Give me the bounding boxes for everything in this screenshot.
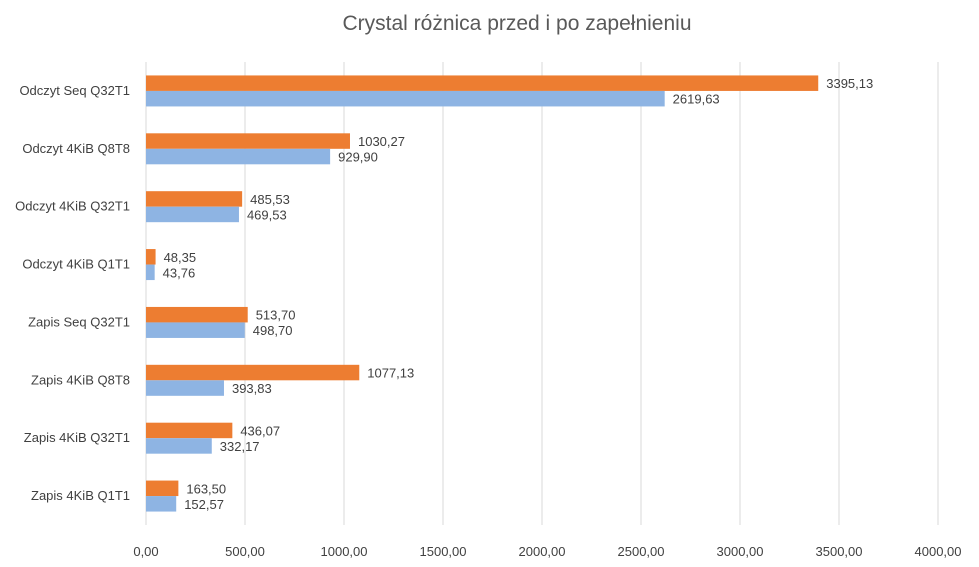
bar-series-1: [146, 480, 179, 497]
bar-series-2: [146, 148, 331, 165]
data-label: 1077,13: [367, 366, 414, 381]
x-tick-labels: 0,00 500,00 1000,00 1500,00 2000,00 2500,00 30…: [133, 544, 961, 559]
bar-series-1: [146, 306, 248, 323]
bar-series-2: [146, 380, 224, 396]
data-label: 485,53: [250, 192, 290, 207]
category-label: Zapis 4KiB Q8T8: [31, 372, 130, 387]
bar-series-1: [146, 191, 243, 207]
x-tick-label: 3500,00: [816, 544, 863, 559]
bar-series-1: [146, 75, 819, 91]
x-tick-label: 500,00: [225, 544, 265, 559]
category-label: Odczyt 4KiB Q32T1: [15, 199, 130, 214]
data-label: 436,07: [240, 423, 280, 438]
bar-series-1: [146, 364, 360, 381]
chart-title: Crystal różnica przed i po zapełnieniu: [342, 12, 691, 35]
bar-series-2: [146, 264, 155, 281]
category-label: Zapis 4KiB Q1T1: [31, 488, 130, 503]
bar-series-2: [146, 206, 239, 223]
data-label: 1030,27: [358, 134, 405, 149]
category-label: Zapis Seq Q32T1: [28, 314, 130, 329]
x-tick-label: 2000,00: [519, 544, 566, 559]
bar-series-2: [146, 90, 665, 107]
x-tick-label: 2500,00: [618, 544, 665, 559]
data-label: 2619,63: [673, 92, 720, 107]
bar-series-1: [146, 422, 233, 439]
category-label: Odczyt Seq Q32T1: [19, 83, 130, 98]
data-label: 48,35: [164, 250, 197, 265]
bar-series-2: [146, 322, 245, 338]
x-tick-label: 3000,00: [717, 544, 764, 559]
data-label: 163,50: [186, 481, 226, 496]
data-label: 929,90: [338, 150, 378, 165]
x-tick-label: 4000,00: [915, 544, 962, 559]
bar-series-2: [146, 438, 212, 454]
x-tick-label: 1000,00: [321, 544, 368, 559]
x-tick-label: 1500,00: [420, 544, 467, 559]
bar-series-1: [146, 133, 350, 149]
bar-series-2: [146, 496, 177, 512]
data-label: 43,76: [163, 265, 196, 280]
data-label: 393,83: [232, 381, 272, 396]
data-label: 3395,13: [826, 76, 873, 91]
category-label: Zapis 4KiB Q32T1: [24, 430, 130, 445]
category-label: Odczyt 4KiB Q1T1: [22, 257, 130, 272]
data-label: 513,70: [256, 308, 296, 323]
category-label: Odczyt 4KiB Q8T8: [22, 141, 130, 156]
data-label: 152,57: [184, 497, 224, 512]
x-tick-label: 0,00: [133, 544, 158, 559]
bar-series-1: [146, 249, 156, 265]
bars: [146, 75, 819, 512]
gridlines: [145, 62, 939, 525]
data-label: 498,70: [253, 323, 293, 338]
category-labels: Odczyt Seq Q32T1 Odczyt 4KiB Q8T8 Odczyt 4…: [15, 83, 130, 503]
data-label: 332,17: [220, 439, 260, 454]
data-label: 469,53: [247, 207, 287, 222]
